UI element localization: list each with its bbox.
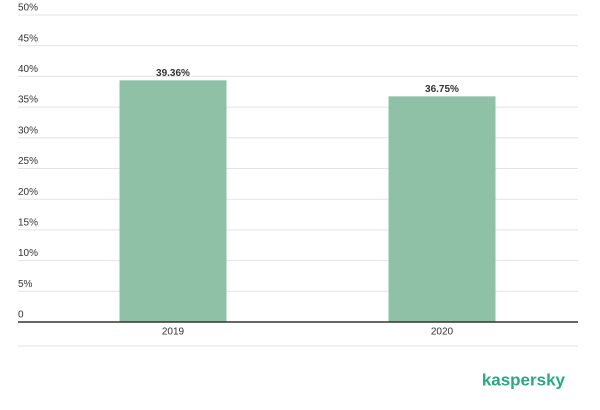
- y-tick-label: 40%: [18, 64, 38, 75]
- y-tick-label: 50%: [18, 3, 38, 14]
- y-tick-label: 45%: [18, 33, 38, 44]
- x-tick-label: 2019: [162, 327, 185, 338]
- value-label: 39.36%: [156, 68, 190, 79]
- y-tick-label: 0: [18, 310, 24, 321]
- bar: [388, 96, 496, 322]
- y-tick-label: 10%: [18, 248, 38, 259]
- y-tick-label: 30%: [18, 125, 38, 136]
- y-tick-label: 25%: [18, 156, 38, 167]
- y-tick-label: 35%: [18, 95, 38, 106]
- y-tick-label: 5%: [18, 279, 33, 290]
- x-tick-label: 2020: [431, 327, 454, 338]
- y-tick-label: 20%: [18, 187, 38, 198]
- logo: kaspersky: [482, 370, 566, 389]
- bar: [119, 80, 227, 323]
- value-label: 36.75%: [425, 84, 459, 95]
- y-tick-label: 15%: [18, 218, 38, 229]
